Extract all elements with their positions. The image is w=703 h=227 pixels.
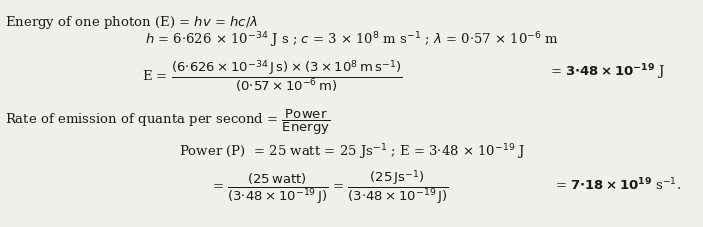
Text: Power (P)  = 25 watt = 25 Js$^{-1}$ ; E = 3$\cdot$48 $\times$ 10$^{-19}$ J: Power (P) = 25 watt = 25 Js$^{-1}$ ; E =… — [179, 142, 525, 162]
Text: = $\mathbf{7{\cdot}18 \times 10^{19}}$ s$^{-1}$.: = $\mathbf{7{\cdot}18 \times 10^{19}}$ s… — [555, 177, 681, 193]
Text: Energy of one photon (E) = $hv$ = $hc/\lambda$: Energy of one photon (E) = $hv$ = $hc/\l… — [5, 14, 258, 31]
Text: $h$ = 6$\cdot$626 $\times$ 10$^{-34}$ J s ; $c$ = 3 $\times$ 10$^{8}$ m s$^{-1}$: $h$ = 6$\cdot$626 $\times$ 10$^{-34}$ J … — [145, 30, 559, 50]
Text: = $\dfrac{(25\,\mathrm{watt})}{(3{\cdot}48\times10^{-19}\,\mathrm{J})}$ = $\dfra: = $\dfrac{(25\,\mathrm{watt})}{(3{\cdot}… — [212, 168, 449, 206]
Text: E = $\dfrac{(6{\cdot}626\times10^{-34}\,\mathrm{J\,s})\times(3\times10^{8}\,\mat: E = $\dfrac{(6{\cdot}626\times10^{-34}\,… — [142, 58, 402, 94]
Text: = $\mathbf{3{\cdot}48 \times 10^{-19}}$ J: = $\mathbf{3{\cdot}48 \times 10^{-19}}$ … — [550, 62, 665, 82]
Text: Rate of emission of quanta per second = $\dfrac{\mathrm{Power}}{\mathrm{Energy}}: Rate of emission of quanta per second = … — [5, 108, 330, 137]
